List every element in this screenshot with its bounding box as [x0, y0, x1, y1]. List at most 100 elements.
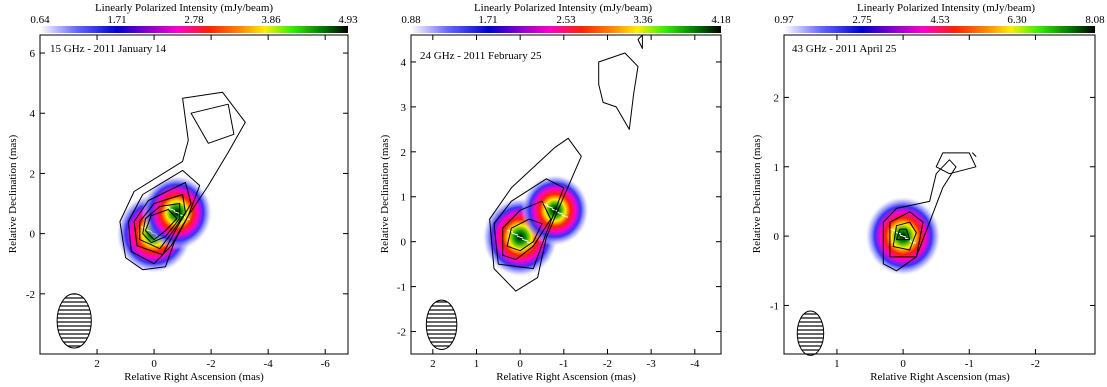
epoch-label: 15 GHz - 2011 January 14	[50, 43, 166, 55]
colorbar-tick-label: 1.71	[478, 14, 497, 26]
colorbar-tick-labels: 0.64 1.71 2.78 3.86 4.93	[30, 14, 358, 26]
colorbar: Linearly Polarized Intensity (mJy/beam) …	[30, 2, 358, 33]
plot-area: 1 0 -1 -2 -1 0 1 2	[770, 35, 1095, 370]
y-tick-label: 4	[30, 108, 36, 120]
colorbar-tick-label: 2.75	[852, 14, 872, 26]
x-tick-label: -4	[690, 358, 700, 370]
x-axis-label: Relative Right Ascension (mas)	[496, 371, 636, 383]
y-tick-label: 0	[30, 229, 36, 241]
y-tick-label: 0	[774, 231, 780, 243]
y-tick-label: 0	[401, 237, 407, 249]
x-axis-label: Relative Right Ascension (mas)	[124, 371, 264, 383]
x-tick-label: 2	[430, 358, 436, 370]
epoch-label: 43 GHz - 2011 April 25	[792, 43, 897, 55]
colorbar: Linearly Polarized Intensity (mJy/beam) …	[401, 2, 731, 33]
x-tick-label: 0	[517, 358, 523, 370]
evpa-vector	[511, 232, 519, 236]
x-tick-label: -1	[559, 358, 568, 370]
plot-frame	[39, 34, 349, 355]
contour-line	[892, 221, 917, 251]
evpa-vector	[173, 211, 181, 215]
panel-24ghz: Linearly Polarized Intensity (mJy/beam) …	[379, 2, 731, 383]
y-tick-label: 3	[401, 102, 407, 114]
colorbar-gradient	[40, 26, 348, 33]
colorbar-tick-label: 2.53	[556, 14, 576, 26]
contour-line	[493, 178, 565, 270]
contour-line	[506, 218, 543, 252]
contour-line	[598, 52, 639, 130]
colorbar-tick-label: 2.78	[184, 14, 204, 26]
colorbar-gradient	[784, 26, 1095, 33]
plot-frame	[783, 34, 1096, 355]
evpa-vector	[889, 228, 897, 232]
y-tick-label: 2	[30, 168, 36, 180]
evpa-vector	[561, 214, 569, 218]
x-tick-label: -2	[1031, 358, 1040, 370]
x-tick-label: -1	[965, 358, 974, 370]
y-tick-label: -2	[397, 327, 406, 339]
plot-area: 2 0 -2 -4 -6 -2 0 2 4 6	[26, 35, 348, 370]
beam-ellipse	[56, 293, 92, 349]
y-axis-label: Relative Declination (mas)	[751, 134, 763, 253]
contour-line	[882, 159, 957, 272]
evpa-vector	[526, 241, 534, 245]
plot-frame	[410, 34, 722, 355]
evpa-vector	[506, 229, 514, 233]
contour-line	[139, 194, 186, 250]
y-tick-label: -1	[397, 282, 406, 294]
contour-line	[637, 34, 643, 49]
colorbar-tick-label: 6.30	[1007, 14, 1027, 26]
x-tick-label: -6	[321, 358, 331, 370]
contour-line	[142, 203, 181, 244]
contour-line	[502, 200, 552, 261]
colorbar-tick-label: 4.53	[930, 14, 950, 26]
y-tick-label: 2	[774, 92, 780, 104]
contour-line	[145, 209, 178, 241]
epoch-label: 24 GHz - 2011 February 25	[420, 50, 542, 62]
contour-line	[119, 91, 246, 271]
y-tick-label: 1	[401, 192, 407, 204]
x-tick-label: 1	[474, 358, 480, 370]
colorbar-tick-label: 3.86	[261, 14, 281, 26]
contour-line	[935, 152, 977, 175]
y-axis-label: Relative Declination (mas)	[7, 134, 19, 253]
x-tick-label: 2	[94, 358, 100, 370]
beam-ellipse	[796, 310, 825, 356]
contour-line	[127, 169, 201, 265]
x-tick-label: -2	[603, 358, 612, 370]
colorbar-tick-label: 1.71	[107, 14, 126, 26]
contour-line	[489, 137, 582, 292]
colorbar-tick-labels: 0.88 1.71 2.53 3.36 4.18	[401, 14, 731, 26]
colorbar-title: Linearly Polarized Intensity (mJy/beam)	[857, 2, 1035, 14]
evpa-vector	[168, 208, 176, 212]
beam-ellipse	[425, 299, 458, 351]
x-tick-label: -4	[264, 358, 274, 370]
colorbar-tick-label: 0.88	[401, 14, 421, 26]
colorbar: Linearly Polarized Intensity (mJy/beam) …	[774, 2, 1105, 33]
colorbar-tick-label: 0.97	[774, 14, 794, 26]
colorbar-tick-labels: 0.97 2.75 4.53 6.30 8.08	[774, 14, 1105, 26]
colorbar-tick-label: 4.18	[711, 14, 731, 26]
panel-15ghz: Linearly Polarized Intensity (mJy/beam) …	[7, 2, 358, 383]
evpa-vector	[556, 211, 564, 215]
x-axis-label: Relative Right Ascension (mas)	[870, 371, 1010, 383]
x-tick-label: 0	[900, 358, 906, 370]
y-tick-label: -2	[26, 289, 35, 301]
evpa-vector	[546, 205, 554, 209]
colorbar-tick-label: 8.08	[1085, 14, 1105, 26]
colorbar-tick-label: 0.64	[30, 14, 50, 26]
contour-line	[133, 182, 192, 256]
y-tick-label: -1	[770, 300, 779, 312]
evpa-vector	[521, 238, 529, 242]
evpa-vector	[899, 234, 907, 238]
contour-line	[889, 211, 924, 258]
colorbar-tick-label: 3.36	[633, 14, 653, 26]
contour-line	[190, 103, 235, 144]
x-tick-label: 0	[151, 358, 157, 370]
contour-line	[896, 228, 911, 241]
y-tick-label: 4	[401, 57, 407, 69]
y-axis-label: Relative Declination (mas)	[379, 134, 391, 253]
x-tick-label: 1	[834, 358, 840, 370]
panel-43ghz: Linearly Polarized Intensity (mJy/beam) …	[751, 2, 1105, 383]
